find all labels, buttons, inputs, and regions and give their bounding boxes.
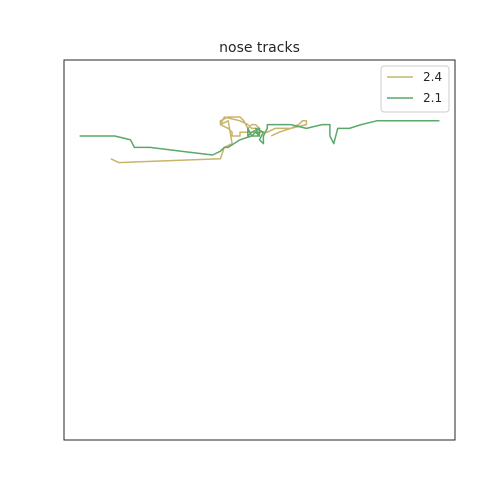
series-line-2.4 bbox=[110, 116, 308, 164]
legend-label-2.1: 2.1 bbox=[423, 91, 442, 105]
chart-title: nose tracks bbox=[219, 40, 300, 56]
legend-label-2.4: 2.4 bbox=[423, 70, 442, 84]
plot-frame bbox=[63, 59, 456, 441]
series-line-2.1 bbox=[79, 120, 440, 156]
legend: 2.4 2.1 bbox=[380, 65, 450, 113]
series-layer bbox=[79, 116, 440, 164]
